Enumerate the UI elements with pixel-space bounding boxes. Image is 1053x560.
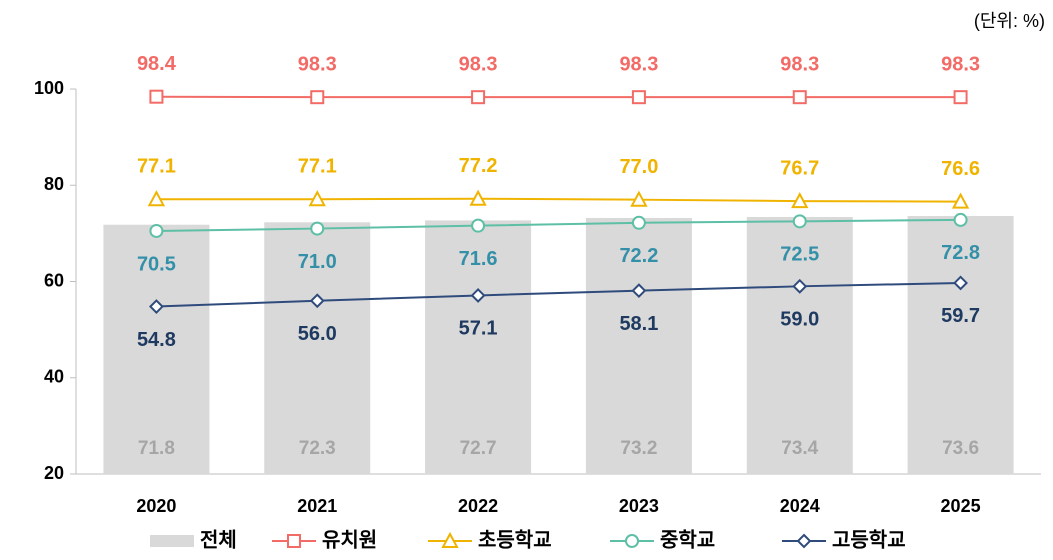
x-tick-label: 2025: [941, 496, 981, 516]
data-label: 98.3: [941, 53, 980, 75]
marker-square: [472, 91, 484, 103]
unit-label: (단위: %): [974, 11, 1045, 31]
bar-label: 72.7: [460, 438, 497, 459]
legend-marker: [288, 535, 300, 547]
data-label: 76.6: [941, 158, 980, 180]
marker-square: [633, 91, 645, 103]
y-tick-label: 40: [44, 367, 64, 387]
data-label: 58.1: [619, 313, 658, 335]
x-tick-label: 2020: [136, 496, 176, 516]
data-label: 77.0: [619, 156, 658, 178]
marker-square: [955, 91, 967, 103]
data-label: 77.2: [459, 155, 498, 177]
y-tick-label: 100: [34, 78, 64, 98]
marker-circle: [472, 220, 484, 232]
data-label: 98.4: [137, 53, 177, 75]
legend-label: 전체: [200, 528, 237, 551]
legend-label: 유치원: [322, 528, 377, 551]
legend-label: 고등학교: [832, 528, 906, 551]
marker-circle: [794, 215, 806, 227]
data-label: 72.8: [941, 242, 980, 264]
marker-circle: [311, 223, 323, 235]
marker-circle: [633, 217, 645, 229]
x-tick-label: 2024: [780, 496, 820, 516]
legend-marker: [626, 535, 638, 547]
bar-label: 73.2: [620, 438, 657, 459]
data-label: 98.3: [298, 53, 337, 75]
y-tick-label: 80: [44, 174, 64, 194]
data-label: 76.7: [780, 157, 819, 179]
legend-label: 중학교: [660, 528, 715, 551]
y-tick-label: 60: [44, 270, 64, 290]
data-label: 77.1: [137, 155, 176, 177]
legend-marker: [798, 535, 810, 547]
data-label: 57.1: [459, 318, 498, 340]
marker-square: [150, 91, 162, 103]
data-label: 70.5: [137, 253, 176, 275]
data-label: 56.0: [298, 323, 337, 345]
line: [156, 199, 960, 202]
bar-label: 73.4: [781, 438, 818, 459]
data-label: 54.8: [137, 329, 176, 351]
legend-label: 초등학교: [478, 528, 552, 551]
bar-label: 71.8: [138, 438, 175, 459]
marker-circle: [955, 214, 967, 226]
data-label: 71.6: [459, 248, 498, 270]
marker-square: [794, 91, 806, 103]
data-label: 72.2: [619, 245, 658, 267]
x-tick-label: 2023: [619, 496, 659, 516]
bar-label: 73.6: [942, 438, 979, 459]
marker-circle: [150, 225, 162, 237]
x-tick-label: 2021: [297, 496, 337, 516]
data-label: 71.0: [298, 251, 337, 273]
data-label: 59.0: [780, 309, 819, 331]
marker-square: [311, 91, 323, 103]
bar-label: 72.3: [299, 438, 336, 459]
x-tick-label: 2022: [458, 496, 498, 516]
legend-swatch: [150, 535, 194, 547]
data-label: 98.3: [459, 53, 498, 75]
data-label: 59.7: [941, 305, 980, 327]
data-label: 77.1: [298, 155, 337, 177]
data-label: 98.3: [780, 53, 819, 75]
data-label: 98.3: [619, 53, 658, 75]
y-tick-label: 20: [44, 463, 64, 483]
data-label: 72.5: [780, 244, 819, 266]
